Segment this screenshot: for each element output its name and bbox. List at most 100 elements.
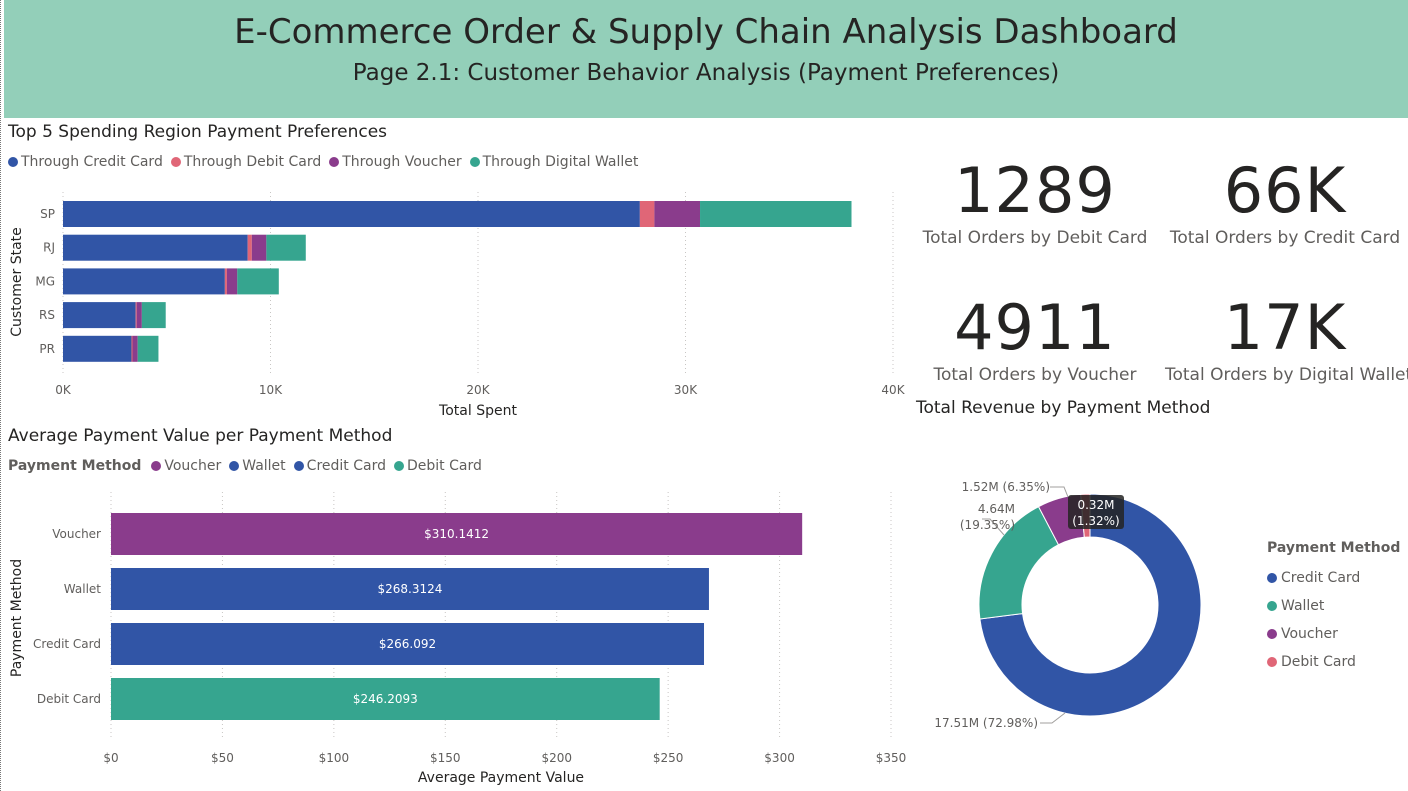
slice-label: 0.32M	[1077, 498, 1114, 512]
legend-label: Credit Card	[306, 458, 386, 474]
bar-segment	[639, 201, 655, 227]
legend-dot	[1267, 601, 1277, 611]
legend-label: Through Debit Card	[183, 154, 322, 170]
legend-title: Payment Method	[1267, 540, 1401, 556]
legend-digital-wallet[interactable]: Through Digital Wallet	[469, 154, 639, 170]
slice-label: 1.52M (6.35%)	[962, 480, 1050, 494]
legend-dot	[229, 461, 240, 471]
legend-wallet[interactable]: Wallet	[1267, 592, 1400, 620]
slice-label: (1.32%)	[1072, 514, 1119, 528]
legend-voucher[interactable]: Through Voucher	[329, 154, 462, 170]
y-tick-label: SP	[40, 207, 55, 221]
legend-label: Voucher	[164, 458, 222, 474]
dashboard-title: E-Commerce Order & Supply Chain Analysis…	[234, 12, 1178, 52]
legend-dot	[8, 157, 18, 167]
legend-dot	[329, 157, 340, 167]
x-tick-label: $100	[319, 751, 350, 765]
bar	[111, 513, 803, 555]
avg-payment-bar-chart[interactable]: $0 $50 $100 $150 $200 $250 $300 $350 Voucher $310…	[0, 484, 910, 791]
legend-debit-card[interactable]: Debit Card	[1267, 648, 1400, 676]
bar-segment	[137, 335, 159, 362]
legend-credit-card[interactable]: Through Credit Card	[8, 154, 163, 170]
legend-wallet[interactable]: Wallet	[229, 458, 286, 474]
dashboard-header: E-Commerce Order & Supply Chain Analysis…	[4, 0, 1408, 118]
bar-segment	[251, 234, 267, 261]
legend-label: Wallet	[242, 458, 286, 474]
bar-segment	[136, 302, 142, 329]
y-tick-label: PR	[39, 342, 55, 356]
x-axis-title: Total Spent	[438, 403, 517, 419]
bar-segment	[63, 201, 640, 227]
y-tick-label: Voucher	[52, 527, 101, 541]
x-tick-label: $250	[653, 751, 684, 765]
kpi-debit-card: 1289 Total Orders by Debit Card	[915, 160, 1155, 249]
kpi-label: Total Orders by Digital Wallet	[1165, 365, 1408, 385]
slice-label: 4.64M	[978, 502, 1015, 516]
x-tick-label: $50	[211, 751, 234, 765]
bar-segment	[237, 268, 279, 295]
x-tick-label: $350	[876, 751, 907, 765]
bar-segment	[132, 335, 138, 362]
donut-legend[interactable]: Payment Method Credit Card Wallet Vouche…	[1267, 540, 1400, 676]
legend-debit-card[interactable]: Through Debit Card	[170, 154, 322, 170]
legend-label: Debit Card	[1281, 654, 1356, 670]
legend-debit-card[interactable]: Debit Card	[393, 458, 482, 474]
y-axis-title: Customer State	[9, 227, 25, 337]
kpi-credit-card: 66K Total Orders by Credit Card	[1165, 154, 1405, 249]
avg-payment-legend[interactable]: Payment Method Voucher Wallet Credit Car…	[8, 458, 490, 474]
legend-dot	[293, 461, 304, 471]
kpi-value: 66K	[1223, 154, 1347, 227]
legend-dot	[469, 157, 480, 167]
slice-label: (19.35%)	[960, 518, 1015, 532]
canvas-left-border	[0, 0, 3, 791]
legend-dot	[170, 157, 181, 167]
bar-data-label: $310.1412	[424, 527, 489, 541]
x-tick-label: 30K	[674, 383, 698, 397]
x-tick-label: 40K	[881, 383, 905, 397]
bar-segment	[654, 201, 701, 227]
donut-chart-title: Total Revenue by Payment Method	[916, 398, 1211, 418]
x-tick-label: 0K	[55, 383, 72, 397]
legend-credit-card[interactable]: Credit Card	[1267, 564, 1400, 592]
bar-segment	[135, 302, 137, 329]
bar-segment	[224, 268, 227, 295]
legend-label: Wallet	[1281, 598, 1325, 614]
kpi-label: Total Orders by Voucher	[933, 365, 1137, 385]
legend-credit-card[interactable]: Credit Card	[293, 458, 386, 474]
bar	[111, 678, 660, 720]
bar-segment	[247, 234, 252, 261]
legend-dot	[1267, 629, 1277, 639]
label-background	[1068, 495, 1124, 529]
donut-chart[interactable]: 17.51M (72.98%) 4.64M (19.35%) 1.52M (6.35%…	[910, 420, 1260, 791]
y-tick-label: RS	[39, 308, 55, 322]
y-tick-label: Debit Card	[37, 692, 101, 706]
x-tick-label: $200	[541, 751, 572, 765]
legend-voucher[interactable]: Voucher	[151, 458, 221, 474]
legend-label: Debit Card	[406, 458, 482, 474]
legend-dot	[393, 461, 404, 471]
bar-segment	[63, 268, 225, 295]
kpi-label: Total Orders by Credit Card	[1169, 228, 1401, 248]
legend-label: Through Digital Wallet	[482, 154, 639, 170]
x-axis-title: Average Payment Value	[418, 770, 584, 786]
legend-label: Credit Card	[1281, 570, 1361, 586]
stacked-bar-chart[interactable]: 0K 10K 20K 30K 40K SP RJ MG RS PR Total Spent Custo…	[0, 180, 910, 420]
y-tick-label: RJ	[43, 241, 55, 255]
donut-slice	[979, 493, 1202, 717]
page-subtitle: Page 2.1: Customer Behavior Analysis (Pa…	[352, 60, 1060, 86]
bar-segment	[63, 234, 248, 261]
legend-voucher[interactable]: Voucher	[1267, 620, 1400, 648]
bar-data-label: $268.3124	[378, 582, 443, 596]
x-tick-label: $150	[430, 751, 461, 765]
legend-dot	[1267, 657, 1277, 667]
stacked-chart-legend[interactable]: Through Credit Card Through Debit Card T…	[8, 154, 646, 170]
kpi-digital-wallet: 17K Total Orders by Digital Wallet	[1165, 297, 1408, 386]
y-tick-label: Wallet	[64, 582, 102, 596]
bar	[111, 568, 709, 610]
bar-data-label: $266.092	[379, 637, 436, 651]
x-tick-label: 20K	[466, 383, 490, 397]
bar-segment	[141, 302, 166, 329]
bar-segment	[131, 335, 133, 362]
bar-segment	[63, 335, 132, 362]
avg-payment-chart-title: Average Payment Value per Payment Method	[8, 426, 393, 446]
